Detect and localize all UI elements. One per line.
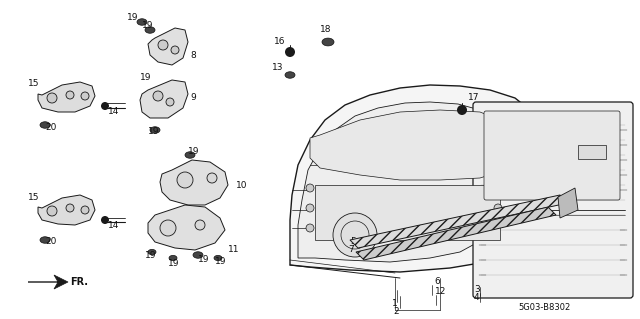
Text: FR.: FR. [70, 277, 88, 287]
Polygon shape [350, 195, 568, 248]
Ellipse shape [40, 237, 50, 243]
Ellipse shape [137, 19, 147, 25]
Text: 20: 20 [45, 238, 56, 247]
Text: 18: 18 [320, 26, 332, 34]
Text: 10: 10 [236, 181, 248, 189]
Circle shape [494, 204, 502, 212]
Ellipse shape [150, 127, 160, 133]
Polygon shape [148, 205, 225, 250]
FancyBboxPatch shape [484, 111, 620, 200]
Ellipse shape [193, 252, 203, 258]
Polygon shape [38, 195, 95, 225]
Bar [578, 145, 606, 159]
Polygon shape [148, 28, 188, 65]
Text: 19: 19 [168, 258, 179, 268]
Circle shape [47, 206, 57, 216]
Text: 19: 19 [188, 147, 200, 157]
Circle shape [66, 91, 74, 99]
Circle shape [101, 102, 109, 110]
Text: 1: 1 [392, 299, 397, 308]
Circle shape [494, 184, 502, 192]
Text: 4: 4 [474, 293, 479, 302]
Polygon shape [38, 82, 95, 112]
Circle shape [306, 204, 314, 212]
Text: 19: 19 [140, 73, 152, 83]
Text: 12: 12 [435, 287, 446, 296]
Text: 19: 19 [198, 256, 209, 264]
Polygon shape [356, 207, 556, 260]
Text: 6: 6 [434, 278, 440, 286]
Ellipse shape [145, 27, 155, 33]
Text: 9: 9 [190, 93, 196, 102]
Ellipse shape [169, 256, 177, 261]
Text: 8: 8 [190, 50, 196, 60]
Text: 3: 3 [474, 285, 480, 293]
Text: 13: 13 [272, 63, 284, 72]
Circle shape [207, 173, 217, 183]
Text: 17: 17 [468, 93, 479, 102]
Circle shape [101, 216, 109, 224]
Text: 19: 19 [127, 13, 138, 23]
Text: 19: 19 [142, 21, 154, 31]
Text: 15: 15 [28, 78, 40, 87]
Circle shape [457, 105, 467, 115]
Circle shape [166, 98, 174, 106]
Polygon shape [140, 80, 188, 118]
Ellipse shape [322, 38, 334, 46]
Circle shape [306, 184, 314, 192]
Text: 14: 14 [108, 220, 120, 229]
Text: 7: 7 [348, 246, 354, 255]
Text: 19: 19 [145, 251, 157, 261]
Circle shape [47, 93, 57, 103]
Polygon shape [28, 275, 68, 289]
Text: 20: 20 [45, 123, 56, 132]
Circle shape [81, 92, 89, 100]
Text: 15: 15 [28, 192, 40, 202]
Ellipse shape [40, 122, 50, 128]
FancyBboxPatch shape [473, 102, 633, 298]
Polygon shape [160, 160, 228, 205]
Bar [315, 185, 500, 240]
Ellipse shape [285, 72, 295, 78]
Circle shape [158, 40, 168, 50]
Circle shape [153, 91, 163, 101]
Ellipse shape [185, 152, 195, 158]
Circle shape [81, 206, 89, 214]
Circle shape [177, 172, 193, 188]
Circle shape [333, 213, 377, 257]
Text: 16: 16 [274, 38, 285, 47]
Ellipse shape [148, 249, 156, 255]
Ellipse shape [214, 256, 222, 261]
Polygon shape [298, 102, 516, 262]
Circle shape [306, 224, 314, 232]
Circle shape [160, 220, 176, 236]
Circle shape [195, 220, 205, 230]
Text: 14: 14 [108, 108, 120, 116]
Polygon shape [310, 110, 505, 180]
Text: 19: 19 [148, 128, 159, 137]
Circle shape [66, 204, 74, 212]
Circle shape [285, 47, 295, 57]
Text: 5: 5 [350, 238, 356, 247]
Text: 19: 19 [215, 257, 227, 266]
Text: 2: 2 [393, 308, 399, 316]
Circle shape [171, 46, 179, 54]
Text: 5G03-B8302: 5G03-B8302 [518, 303, 570, 313]
Polygon shape [558, 188, 578, 218]
Text: 11: 11 [228, 246, 239, 255]
Polygon shape [290, 85, 544, 272]
